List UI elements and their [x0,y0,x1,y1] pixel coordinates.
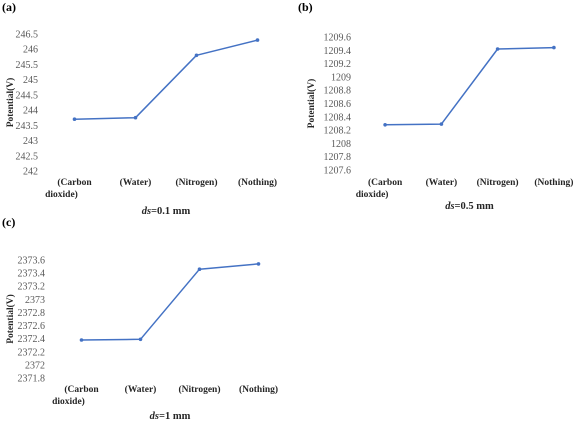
chart-a-category-label: (Nitrogen) [175,177,217,188]
chart-c-caption-variable: ds [150,411,159,422]
chart-a-category-label: (Nothing) [238,177,277,188]
chart-c-category-label: (Carbon [64,384,99,395]
chart-c-ytick-label: 2373.6 [18,256,46,267]
chart-b-category-label: (Water) [426,177,458,188]
chart-a-panel-label: (a) [2,0,16,14]
chart-c-caption-value: =1 mm [159,411,191,422]
chart-b-ytick-label: 1208 [331,139,351,150]
chart-c-series-line [81,263,259,341]
chart-b-ytick-label: 1208.4 [324,112,352,123]
chart-a-data-point [133,115,138,120]
chart-a-category-label: (Water) [120,177,152,188]
chart-a-caption: ds=0.1 mm [142,206,191,217]
chart-c-ylabel: Potential(V) [5,294,16,344]
chart-a-ytick-label: 246.5 [16,30,39,41]
chart-b-ytick-label: 1209.2 [324,59,352,70]
chart-b-ytick-label: 1209.4 [324,46,352,57]
chart-c-ytick-label: 2372.4 [18,334,46,345]
chart-b-caption-variable: ds [445,201,454,212]
chart-a-data-point [194,53,199,58]
chart-a-caption-variable: ds [142,206,151,217]
chart-c-category-label: (Water) [125,384,157,395]
chart-c-ytick-label: 2373 [25,295,45,306]
chart-c-caption: ds=1 mm [150,411,191,422]
chart-a-ytick-label: 245 [23,75,38,86]
chart-b-ytick-label: 1207.6 [324,166,352,177]
chart-b-category-label: (Nitrogen) [477,177,519,188]
chart-b-ytick-label: 1208.8 [324,86,352,97]
chart-c-ytick-label: 2372.6 [18,321,46,332]
chart-a-ytick-label: 243 [23,136,38,147]
chart-c-ytick-label: 2373.4 [18,269,46,280]
chart-c-data-point [138,337,143,342]
chart-b-category-label: (Carbon [368,177,403,188]
chart-a-caption-value: =0.1 mm [151,206,190,217]
chart-b-category-label: (Nothing) [534,177,573,188]
chart-a-ytick-label: 244 [23,106,38,117]
chart-a-series-line [74,39,258,120]
chart-a-data-point [255,38,260,42]
chart-a-ytick-label: 246 [23,45,38,56]
chart-a-ytick-label: 245.5 [16,60,39,71]
chart-c-ytick-label: 2371.8 [18,374,46,385]
chart-b-data-point [495,47,500,51]
chart-b-data-point [383,123,387,127]
chart-b-series-line [385,46,554,126]
chart-b-ytick-label: 1209 [331,72,351,83]
chart-c-data-point [79,338,84,342]
chart-b-ytick-label: 1207.8 [324,152,352,163]
chart-b-data-point [439,122,444,126]
chart-c-category-label: dioxide) [52,396,85,407]
chart-c-ytick-label: 2372.2 [18,347,46,358]
chart-b-panel-label: (b) [298,0,313,14]
chart-b-ytick-label: 1208.6 [324,99,352,110]
chart-a-ytick-label: 242.5 [16,151,39,162]
chart-a-ytick-label: 242 [23,167,38,178]
chart-b-caption-value: =0.5 mm [455,201,494,212]
chart-c-category-label: (Nothing) [239,384,278,395]
chart-c-panel-label: (c) [2,215,15,229]
chart-c-ytick-label: 2372 [25,360,45,371]
chart-a-category-label: (Carbon [57,177,92,188]
chart-c-category-label: (Nitrogen) [178,384,220,395]
chart-b-data-point [552,45,556,50]
chart-a-ylabel: Potential(V) [5,78,16,128]
chart-c-data-point [256,262,261,266]
chart-c-ytick-label: 2373.2 [18,282,46,293]
chart-b-ylabel: Potential(V) [306,79,317,129]
chart-c-data-point [197,267,202,272]
chart-b-category-label: dioxide) [356,189,389,200]
chart-a-ytick-label: 244.5 [16,90,39,101]
chart-b-ytick-label: 1209.6 [324,33,352,44]
chart-a-data-point [72,117,77,121]
chart-b-ytick-label: 1208.2 [324,126,352,137]
chart-a-category-label: dioxide) [45,189,78,200]
chart-a-ytick-label: 243.5 [16,121,39,132]
chart-c-ytick-label: 2372.8 [18,308,46,319]
chart-b-caption: ds=0.5 mm [445,201,494,212]
